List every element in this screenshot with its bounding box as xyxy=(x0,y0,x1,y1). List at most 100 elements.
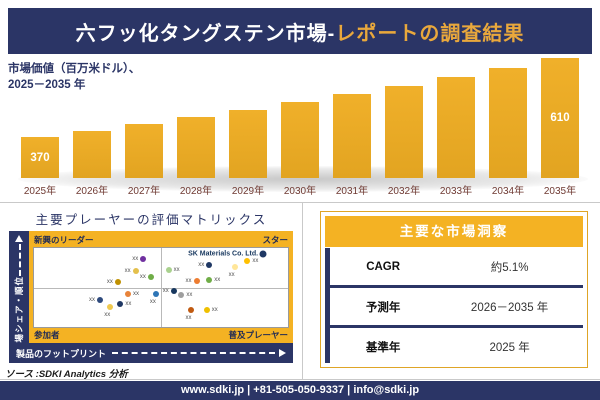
vertical-divider xyxy=(302,203,303,379)
matrix-point: xx xyxy=(165,267,180,274)
matrix-point: xx xyxy=(117,301,131,308)
matrix-point: xx xyxy=(89,297,104,304)
x-axis-dashed-line xyxy=(112,352,275,354)
matrix-point-label: xx xyxy=(125,301,132,308)
bar-value-label: 610 xyxy=(550,112,570,124)
insights-title: 主要な市場洞察 xyxy=(325,216,583,247)
x-axis-tick-label: 2032年 xyxy=(387,186,421,197)
report-title-banner: 六フッ化タングステン市場- レポートの調査結果 xyxy=(8,8,592,54)
matrix-point-label: xx xyxy=(104,312,111,319)
quadrant-label-bottom-right: 普及プレーヤー xyxy=(228,330,288,340)
matrix-point-label: xx xyxy=(214,276,221,283)
matrix-point: xx xyxy=(163,288,177,295)
matrix-point-label: SK Materials Co. Ltd. xyxy=(188,250,259,258)
x-axis-tick-label: 2027年 xyxy=(127,186,161,197)
x-axis-tick-label: 2026年 xyxy=(75,186,109,197)
matrix-point-label: xx xyxy=(139,274,146,281)
market-insights-panel: 主要な市場洞察 CAGR 約5.1% 予測年 2026－2035 年基準年 2025 年 xyxy=(320,211,588,368)
matrix-y-axis-label: 市場シェア・順位 xyxy=(14,276,24,353)
matrix-point: xx xyxy=(178,291,192,298)
matrix-point-label: xx xyxy=(89,297,96,304)
bar-2025年: 370 xyxy=(21,137,59,178)
matrix-point: xx xyxy=(140,274,154,281)
matrix-point-label: xx xyxy=(149,298,156,305)
matrix-point: xx xyxy=(125,267,139,274)
bar-2027年 xyxy=(125,124,163,178)
matrix-point: xx xyxy=(107,278,121,285)
insights-row: 予測年 2026－2035 年 xyxy=(330,285,583,325)
matrix-point: xx xyxy=(186,278,200,285)
matrix-point: xx xyxy=(198,262,213,269)
report-title-main: 六フッ化タングステン市場- xyxy=(75,22,336,45)
matrix-point-label: xx xyxy=(132,256,139,263)
matrix-point-label: xx xyxy=(211,306,218,313)
bar-2029年 xyxy=(229,110,267,178)
bar-2032年 xyxy=(385,86,423,178)
bar-2031年 xyxy=(333,94,371,178)
footer-contact-bar: www.sdki.jp | +81-505-050-9337 | info@sd… xyxy=(0,381,600,400)
insights-row: 基準年 2025 年 xyxy=(330,325,583,365)
matrix-x-axis-bar: 製品のフットプリント xyxy=(9,343,293,363)
bar-chart-title-line2: 2025－2035 年 xyxy=(8,78,86,91)
matrix-x-axis-label: 製品のフットプリント xyxy=(16,348,107,359)
matrix-point: xx xyxy=(124,290,139,297)
matrix-point: xx xyxy=(132,256,147,263)
matrix-point-label: xx xyxy=(162,288,169,295)
bar-chart-x-axis: 2025年 2026年 2027年 2028年 2029年 2030年 2031年 2032年… xyxy=(0,182,600,197)
footer-contact-text: www.sdki.jp | +81-505-050-9337 | info@sd… xyxy=(180,384,420,396)
insights-row: CAGR 約5.1% xyxy=(330,248,583,285)
insights-row-value: 約5.1% xyxy=(490,261,529,274)
x-axis-tick-label: 2028年 xyxy=(179,186,213,197)
matrix-point: xx xyxy=(104,304,114,318)
matrix-point-label: xx xyxy=(198,262,205,269)
y-axis-dashed-line xyxy=(19,244,21,276)
insights-row-value: 2026－2035 年 xyxy=(470,301,549,314)
matrix-point-label: xx xyxy=(186,291,193,298)
x-axis-tick-label: 2030年 xyxy=(283,186,317,197)
matrix-title: 主要プレーヤーの評価マトリックス xyxy=(35,213,268,227)
x-axis-tick-label: 2035年 xyxy=(543,186,577,197)
bar-chart-title-line1: 市場価値（百万米ドル）、 xyxy=(8,63,141,75)
insights-row-label: 予測年 xyxy=(365,301,401,314)
quadrant-label-top-left: 新興のリーダー xyxy=(34,235,94,245)
bar-2033年 xyxy=(437,77,475,178)
quadrant-label-top-right: スター xyxy=(262,235,288,245)
horizontal-divider xyxy=(0,202,600,203)
insights-row-label: 基準年 xyxy=(365,341,401,354)
report-title-accent: レポートの調査結果 xyxy=(335,22,525,45)
matrix-point-label: xx xyxy=(106,278,113,285)
bar-2026年 xyxy=(73,131,111,178)
right-arrow-icon xyxy=(279,349,286,357)
x-axis-tick-label: 2029年 xyxy=(231,186,265,197)
bar-2030年 xyxy=(281,102,319,178)
matrix-point: xx xyxy=(206,276,220,283)
bar-chart-bars: 370 610 xyxy=(0,58,600,178)
matrix-point-label: xx xyxy=(124,267,131,274)
x-axis-tick-label: 2031年 xyxy=(335,186,369,197)
matrix-point-label: xx xyxy=(185,315,192,322)
source-note: ソース :SDKI Analytics 分析 xyxy=(5,369,128,380)
bar-value-label: 370 xyxy=(30,151,50,164)
matrix-point-label: xx xyxy=(132,290,139,297)
x-axis-tick-label: 2034年 xyxy=(491,186,525,197)
matrix-point: SK Materials Co. Ltd. xyxy=(188,250,267,258)
footer-divider xyxy=(0,379,600,380)
x-axis-tick-label: 2025年 xyxy=(23,186,57,197)
insights-table: CAGR 約5.1% 予測年 2026－2035 年基準年 2025 年 xyxy=(325,248,583,365)
matrix-point-label: xx xyxy=(173,267,180,274)
matrix-point: xx xyxy=(244,258,258,265)
bar-2028年 xyxy=(177,117,215,178)
x-axis-tick-label: 2033年 xyxy=(439,186,473,197)
matrix-point: xx xyxy=(203,306,218,313)
matrix-point: xx xyxy=(150,290,159,305)
matrix-point-label: xx xyxy=(185,278,192,285)
bar-2035年: 610 xyxy=(541,58,579,178)
matrix-point-label: xx xyxy=(228,271,235,278)
matrix-point: xx xyxy=(185,307,195,321)
matrix-point-label: xx xyxy=(252,258,259,265)
matrix-point: xx xyxy=(229,263,238,278)
matrix-y-axis-bar: 市場シェア・順位 xyxy=(9,231,29,363)
insights-row-label: CAGR xyxy=(366,260,401,273)
up-arrow-icon xyxy=(15,235,23,242)
matrix-panel: 新興のリーダー スター 参加者 普及プレーヤー xx xx xx xx xx xx xx xx… xyxy=(29,231,293,343)
